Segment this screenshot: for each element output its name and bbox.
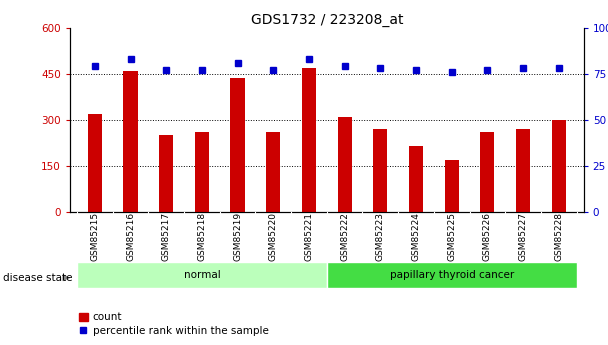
Bar xyxy=(88,114,102,212)
Bar xyxy=(230,78,245,212)
Text: GSM85226: GSM85226 xyxy=(483,212,492,261)
Bar xyxy=(409,146,423,212)
Bar xyxy=(373,129,387,212)
Bar xyxy=(77,262,327,288)
Text: papillary thyroid cancer: papillary thyroid cancer xyxy=(390,270,514,280)
Bar xyxy=(444,160,459,212)
Text: normal: normal xyxy=(184,270,220,280)
Text: GSM85224: GSM85224 xyxy=(412,212,421,260)
Text: GSM85225: GSM85225 xyxy=(447,212,456,261)
Text: GSM85227: GSM85227 xyxy=(519,212,528,261)
Bar xyxy=(195,132,209,212)
Text: disease state: disease state xyxy=(3,273,72,283)
Text: GSM85215: GSM85215 xyxy=(91,211,99,261)
Bar xyxy=(159,135,173,212)
Bar xyxy=(337,117,352,212)
Text: GSM85220: GSM85220 xyxy=(269,212,278,261)
Bar xyxy=(516,129,530,212)
Text: GSM85222: GSM85222 xyxy=(340,212,349,260)
Bar xyxy=(480,132,494,212)
Title: GDS1732 / 223208_at: GDS1732 / 223208_at xyxy=(250,12,403,27)
Text: GSM85228: GSM85228 xyxy=(554,212,563,261)
Text: GSM85221: GSM85221 xyxy=(305,212,314,261)
Text: GSM85217: GSM85217 xyxy=(162,211,171,261)
Text: GSM85219: GSM85219 xyxy=(233,211,242,261)
Bar xyxy=(302,68,316,212)
Bar xyxy=(266,132,280,212)
Text: GSM85223: GSM85223 xyxy=(376,212,385,261)
Bar xyxy=(327,262,576,288)
Text: GSM85216: GSM85216 xyxy=(126,211,135,261)
Legend: count, percentile rank within the sample: count, percentile rank within the sample xyxy=(75,308,273,340)
Text: GSM85218: GSM85218 xyxy=(198,211,207,261)
Bar xyxy=(123,71,137,212)
Bar xyxy=(551,120,566,212)
